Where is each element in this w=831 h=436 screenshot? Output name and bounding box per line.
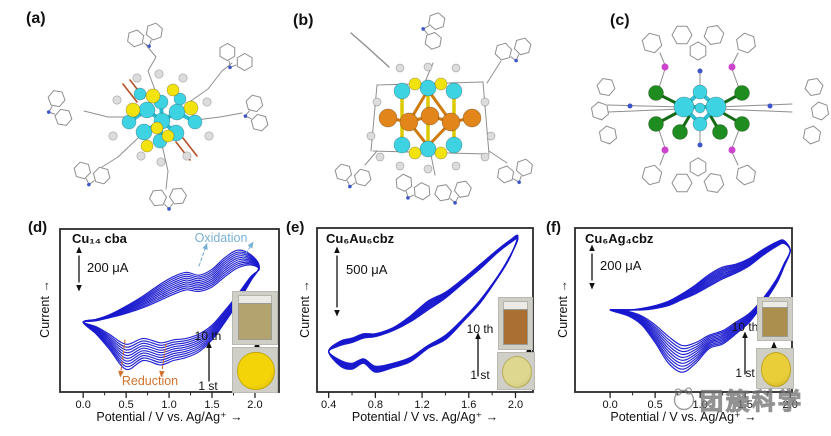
cv-plot-f — [574, 227, 793, 399]
powder-sample — [501, 355, 533, 389]
scale-bar-label-f: 200 μA — [600, 258, 642, 273]
cuvette-solution — [762, 307, 788, 337]
x-tick-label: 0.5 — [647, 399, 663, 411]
x-tick-label: 1.6 — [461, 399, 477, 411]
x-tick-label: 2.0 — [247, 399, 263, 411]
watermark: 团簇科学 — [672, 382, 804, 416]
plot-title-e: Cu₆Au₆cbz — [326, 231, 395, 246]
panel-label-f: (f) — [546, 219, 561, 236]
x-tick-label: 1.5 — [737, 399, 753, 411]
oxidation-annotation: Oxidation — [194, 231, 248, 245]
powder-sample — [760, 352, 792, 387]
molecule-c — [590, 25, 830, 193]
scale-bar-label-d: 200 μA — [87, 260, 129, 275]
solution-photo-inset-d — [232, 291, 278, 345]
powder-photo-inset-d — [232, 347, 278, 393]
powder-photo-inset-f — [756, 348, 794, 389]
x-tick-label: 2.0 — [782, 399, 798, 411]
panel-label-c: (c) — [610, 12, 630, 29]
solution-photo-inset-e — [498, 297, 533, 350]
solution-photo-inset-f — [757, 297, 793, 341]
plot-title-d: Cu₁₄ cba — [72, 231, 127, 246]
x-tick-label: 2.0 — [507, 399, 524, 411]
panel-label-d: (d) — [28, 219, 48, 236]
molecule-a — [46, 22, 269, 211]
x-axis-label-d: Potential / V vs. Ag/Ag⁺ → — [96, 410, 243, 424]
cuvette-solution — [238, 303, 272, 340]
cycle-first-label-d: 1 st — [198, 379, 218, 393]
scale-bar-label-e: 500 μA — [346, 262, 388, 277]
cycle-last-label-d: 10 th — [194, 329, 222, 343]
cycle-last-label-e: 10 th — [466, 322, 494, 336]
cv-plot-e — [316, 227, 534, 399]
panel-label-e: (e) — [286, 219, 305, 236]
x-tick-label: 0.4 — [321, 399, 337, 411]
powder-photo-inset-e — [497, 352, 535, 390]
y-axis-label-e: Current → — [298, 280, 312, 338]
y-axis-label-f: Current → — [556, 280, 570, 338]
cv-cycle-curve — [609, 239, 791, 373]
x-tick-label: 0.8 — [367, 399, 384, 411]
x-tick-label: 1.5 — [204, 399, 220, 411]
cuvette-solution — [502, 309, 529, 345]
cycle-first-label-f: 1 st — [735, 366, 755, 380]
cycle-first-label-e: 1 st — [470, 368, 490, 382]
molecule-b — [334, 12, 533, 205]
x-tick-label: 0.0 — [75, 399, 91, 411]
x-tick-label: 1.0 — [692, 399, 708, 411]
x-tick-label: 0.5 — [118, 399, 134, 411]
cycle-last-label-f: 10 th — [731, 320, 759, 334]
plot-title-f: Cu₆Ag₄cbz — [585, 231, 654, 246]
cv-cycle-curve — [82, 249, 260, 371]
cv-cycle-curve — [328, 234, 519, 373]
panel-label-b: (b) — [293, 12, 314, 29]
panel-label-a: (a) — [26, 10, 46, 27]
watermark-text: 团簇科学 — [699, 387, 804, 414]
x-tick-label: 0.0 — [602, 399, 618, 411]
x-tick-label: 1.0 — [161, 399, 177, 411]
x-axis-label-f: Potential / V vs. Ag/Ag⁺ → — [610, 410, 757, 424]
reduction-annotation: Reduction — [121, 374, 179, 388]
x-tick-label: 1.2 — [414, 399, 430, 411]
y-axis-label-d: Current → — [38, 280, 52, 338]
powder-sample — [237, 351, 275, 391]
watermark-logo-icon — [673, 387, 695, 411]
x-axis-label-e: Potential / V vs. Ag/Ag⁺ → — [351, 410, 499, 424]
